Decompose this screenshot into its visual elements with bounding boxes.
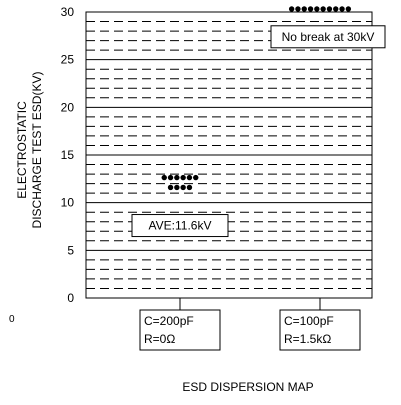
y-tick-label: 20 xyxy=(61,100,75,114)
y-tick-label: 15 xyxy=(61,148,75,162)
data-point xyxy=(174,184,180,191)
annotation-box xyxy=(270,25,386,49)
y-axis-ticks: 0 5 10 15 20 25 30 xyxy=(61,5,75,305)
data-point xyxy=(167,174,174,181)
category-label: C=100pF xyxy=(284,314,334,328)
category-label: R=1.5kΩ xyxy=(284,332,331,346)
category-boxes: C=200pF R=0Ω C=100pF R=1.5kΩ xyxy=(139,298,361,351)
data-point xyxy=(193,174,199,181)
data-point xyxy=(288,6,295,12)
y-tick-label: 10 xyxy=(61,196,75,210)
annotations: AVE:11.6kV No break at 30kV xyxy=(131,25,386,238)
category-label: R=0Ω xyxy=(144,332,175,346)
data-point xyxy=(295,6,301,12)
data-point xyxy=(161,174,167,181)
x-axis-label: ESD DISPERSION MAP xyxy=(182,380,314,394)
annotation-box xyxy=(131,214,229,238)
y-axis-label-line-1: ELECTROSTATIC xyxy=(15,101,29,199)
data-point xyxy=(339,6,345,12)
data-point xyxy=(320,6,326,12)
y-tick-label: 5 xyxy=(67,243,74,257)
y-tick-label: 30 xyxy=(61,5,75,19)
y-tick-label: 0 xyxy=(67,291,74,305)
category-box xyxy=(279,309,361,351)
category-box xyxy=(139,309,221,351)
data-point xyxy=(186,184,193,191)
category-label: C=200pF xyxy=(144,314,194,328)
data-points xyxy=(161,6,352,191)
plot-frame xyxy=(85,11,373,299)
annotation-label: No break at 30kV xyxy=(282,30,375,44)
data-point xyxy=(167,184,174,191)
data-point xyxy=(174,174,180,181)
data-point xyxy=(180,184,186,191)
data-point xyxy=(345,6,352,12)
data-point xyxy=(301,6,307,12)
y-axis-label: ELECTROSTATIC DISCHARGE TEST ESD(KV) xyxy=(0,0,60,300)
data-point xyxy=(333,6,339,12)
data-point xyxy=(180,174,186,181)
data-point xyxy=(307,6,314,12)
data-point xyxy=(186,174,193,181)
chart-grid xyxy=(86,21,372,289)
data-point xyxy=(314,6,320,12)
stray-tick-label: 0 xyxy=(9,314,15,325)
data-point xyxy=(326,6,333,12)
y-tick-label: 25 xyxy=(61,53,75,67)
annotation-label: AVE:11.6kV xyxy=(149,219,212,233)
y-axis-label-line-2: DISCHARGE TEST ESD(KV) xyxy=(30,71,44,229)
